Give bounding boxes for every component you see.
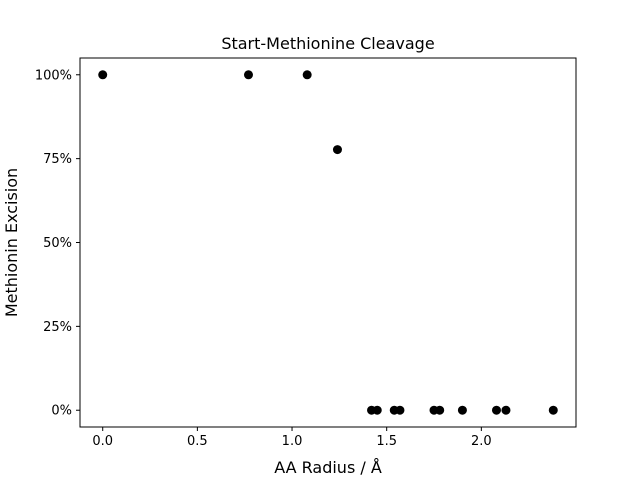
y-tick-label: 100%: [35, 68, 72, 83]
data-point-6: [372, 405, 382, 415]
x-tick-label: 0.0: [92, 434, 113, 449]
data-point-13: [501, 405, 511, 415]
plot-area: [98, 70, 558, 415]
x-axis-ticks: 0.0 0.5 1.0 1.5 2.0: [92, 427, 492, 449]
data-point-8: [395, 405, 405, 415]
x-tick-label: 1.5: [376, 434, 397, 449]
data-point-14: [548, 405, 558, 415]
data-point-3: [302, 70, 312, 80]
data-point-1: [98, 70, 108, 80]
y-tick-label: 25%: [43, 320, 72, 335]
chart-title: Start-Methionine Cleavage: [221, 34, 434, 53]
data-point-2: [243, 70, 253, 80]
y-tick-label: 75%: [43, 152, 72, 167]
data-point-10: [435, 405, 445, 415]
data-point-12: [491, 405, 501, 415]
y-tick-label: 0%: [51, 404, 72, 419]
data-point-4: [332, 145, 342, 155]
data-point-11: [457, 405, 467, 415]
x-tick-label: 1.0: [282, 434, 303, 449]
y-axis-ticks: 0% 25% 50% 75% 100%: [35, 68, 80, 419]
x-tick-label: 0.5: [187, 434, 208, 449]
y-axis-label: Methionin Excision: [2, 168, 21, 317]
y-tick-label: 50%: [43, 236, 72, 251]
x-axis-label: AA Radius / Å: [274, 458, 382, 477]
x-tick-label: 2.0: [471, 434, 492, 449]
